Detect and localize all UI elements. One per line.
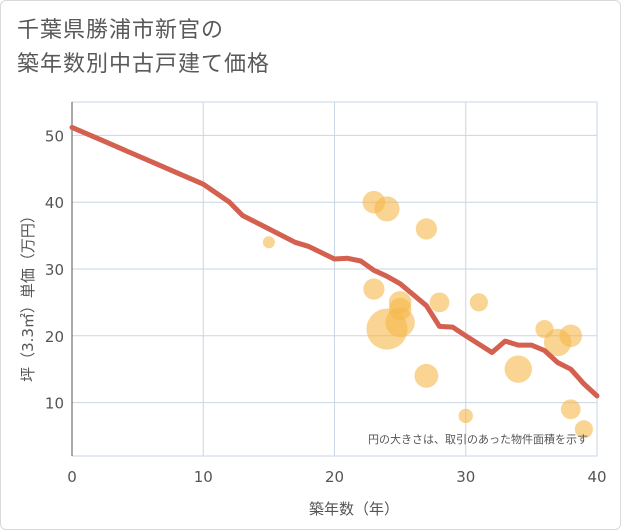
scatter-point-18	[574, 420, 593, 439]
chart-title-line-2: 築年数別中古戸建て価格	[17, 52, 271, 77]
y-axis-label: 坪（3.3㎡）単価（万円）	[19, 208, 37, 382]
scatter-point-16	[559, 324, 583, 348]
bubble-layer	[262, 190, 593, 439]
scatter-point-11	[414, 363, 439, 388]
scatter-point-10	[469, 293, 488, 312]
x-tick-label-2: 20	[325, 468, 344, 486]
y-tick-label-3: 40	[45, 194, 64, 212]
y-tick-label-2: 30	[45, 261, 64, 279]
scatter-point-3	[415, 218, 437, 240]
scatter-point-8	[385, 307, 415, 338]
tick-label-layer: 0 10 20 30 40 10 20 30 40 50	[45, 127, 607, 486]
x-tick-label-3: 30	[456, 468, 475, 486]
x-tick-label-0: 0	[67, 468, 77, 486]
scatter-point-13	[504, 355, 532, 383]
scatter-point-12	[458, 408, 473, 424]
x-axis-label: 築年数（年）	[309, 500, 399, 518]
x-tick-label-4: 40	[587, 468, 606, 486]
trend-line	[69, 124, 600, 399]
grid-layer	[71, 101, 598, 457]
y-tick-label-4: 50	[45, 127, 64, 145]
scatter-point-2	[374, 196, 400, 222]
trend-line-layer	[69, 124, 600, 399]
chart-title: 千葉県勝浦市新官の 築年数別中古戸建て価格	[17, 14, 270, 82]
y-tick-label-1: 20	[45, 328, 64, 346]
scatter-point-17	[560, 399, 581, 420]
y-tick-label-0: 10	[45, 395, 64, 413]
chart-note: 円の大きさは、取引のあった物件面積を示す	[368, 432, 588, 446]
scatter-point-4	[363, 278, 385, 300]
scatter-point-9	[429, 292, 450, 313]
scatter-point-0	[262, 236, 275, 249]
x-tick-label-1: 10	[194, 468, 213, 486]
chart-title-line-1: 千葉県勝浦市新官の	[17, 18, 225, 43]
